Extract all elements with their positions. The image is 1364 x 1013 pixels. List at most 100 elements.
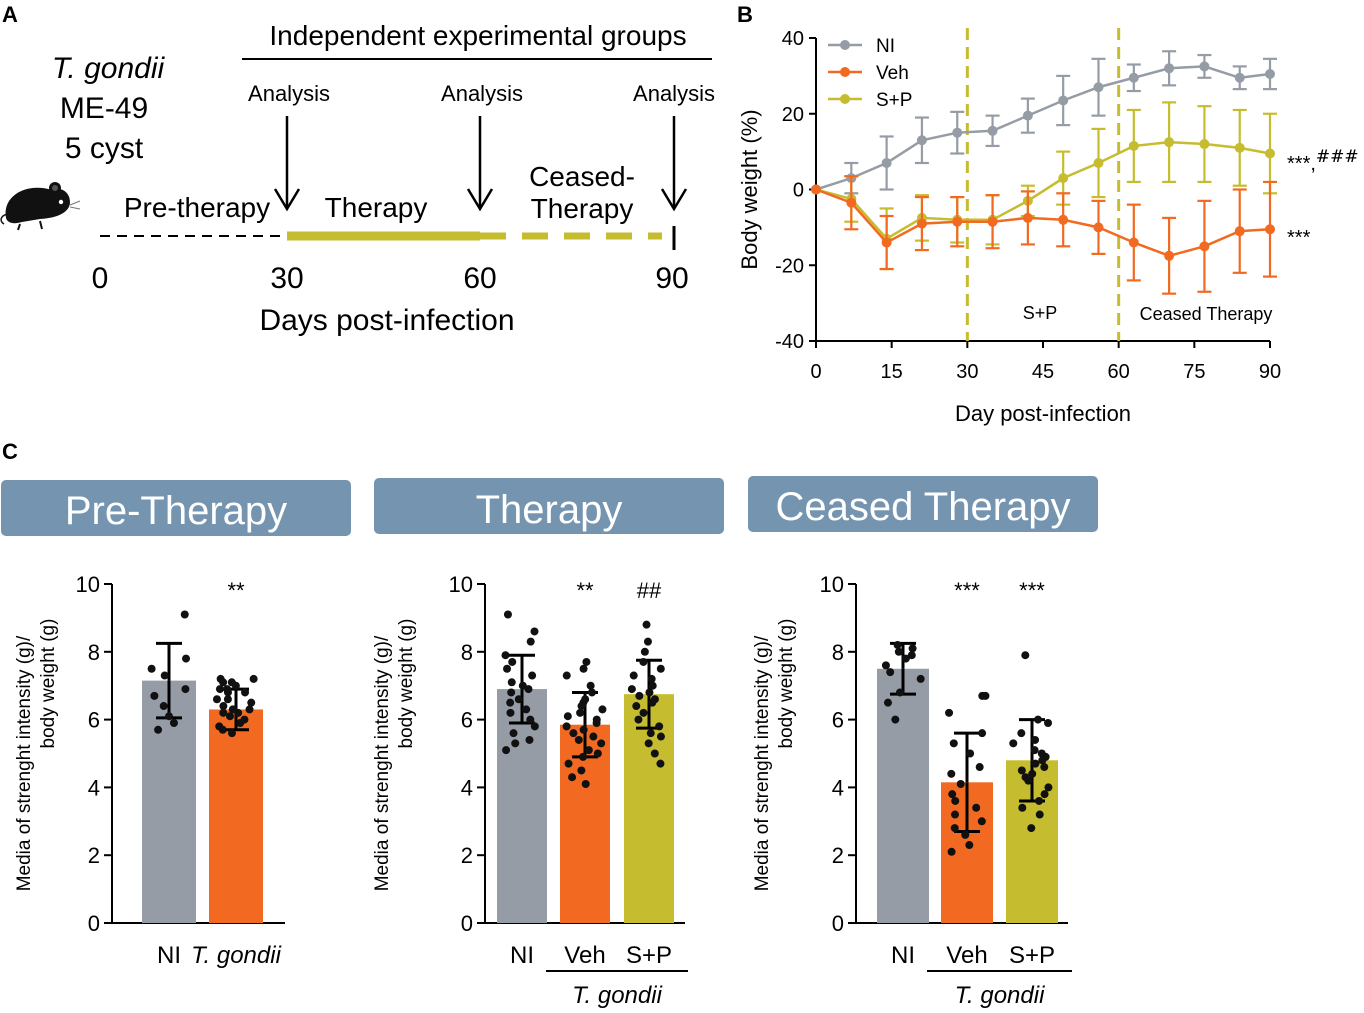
x-tick-label: 75 xyxy=(1183,361,1205,383)
day-tick-90: 90 xyxy=(655,262,688,295)
data-point xyxy=(568,773,577,782)
category-label: NI xyxy=(157,942,181,969)
data-point xyxy=(1164,137,1175,148)
analysis-label-30: Analysis xyxy=(248,81,330,106)
data-point xyxy=(656,759,665,768)
data-point xyxy=(506,698,515,707)
signif-veh: *** xyxy=(1287,227,1311,249)
y-axis-title-line1: Media of strenght intensity (g)/ xyxy=(752,635,773,891)
data-point xyxy=(564,759,573,768)
data-point xyxy=(587,688,596,697)
data-point xyxy=(181,685,190,694)
y-tick-label: 8 xyxy=(88,640,100,665)
data-point xyxy=(635,691,644,700)
data-point xyxy=(881,661,890,670)
y-tick-label: 0 xyxy=(832,911,844,936)
category-label: S+P xyxy=(626,942,672,969)
data-point xyxy=(503,664,512,673)
data-point xyxy=(154,725,163,734)
data-point xyxy=(916,218,927,229)
data-point xyxy=(579,752,588,761)
data-point xyxy=(503,610,512,619)
y-tick-label: -40 xyxy=(775,331,804,353)
x-tick-label: 30 xyxy=(956,361,978,383)
data-point xyxy=(648,681,657,690)
y-tick-label: 4 xyxy=(832,775,844,800)
data-point xyxy=(951,810,960,819)
data-point xyxy=(223,695,232,704)
data-point xyxy=(952,127,963,138)
data-point xyxy=(650,749,659,758)
phase-pre-therapy: Pre-therapy xyxy=(124,192,270,223)
data-point xyxy=(1028,769,1037,778)
data-point xyxy=(894,647,903,656)
signif-sp-sep: , xyxy=(1310,153,1316,175)
data-point xyxy=(627,685,636,694)
data-point xyxy=(159,702,168,711)
data-point xyxy=(945,708,954,717)
data-point xyxy=(562,671,571,680)
data-point xyxy=(947,847,956,856)
data-point xyxy=(1058,173,1069,184)
data-point xyxy=(639,708,648,717)
data-point xyxy=(215,685,224,694)
analysis-arrow-30 xyxy=(273,116,301,212)
data-point xyxy=(1024,776,1033,785)
series-veh xyxy=(811,175,1277,295)
data-point xyxy=(1033,715,1042,724)
series-sp xyxy=(811,101,1277,271)
data-point xyxy=(576,708,585,717)
data-point xyxy=(907,651,916,660)
data-point xyxy=(219,708,228,717)
data-point xyxy=(234,708,243,717)
data-point xyxy=(1021,651,1030,660)
data-point xyxy=(1265,224,1275,235)
data-point xyxy=(655,722,664,731)
data-point xyxy=(1199,241,1210,252)
legend-marker xyxy=(840,40,850,50)
data-point xyxy=(530,627,539,636)
bar-tgondii xyxy=(209,709,263,923)
y-tick-label: 40 xyxy=(782,28,804,50)
data-point xyxy=(1017,766,1026,775)
data-point xyxy=(241,688,250,697)
data-point xyxy=(225,712,234,721)
y-tick-label: 4 xyxy=(461,775,473,800)
data-point xyxy=(579,664,588,673)
significance-label: ** xyxy=(576,578,594,603)
data-point xyxy=(901,654,910,663)
data-point xyxy=(949,739,958,748)
series-line xyxy=(815,140,1271,241)
bar-ni xyxy=(142,680,196,923)
data-point xyxy=(526,637,535,646)
data-point xyxy=(656,664,665,673)
legend-label: S+P xyxy=(876,90,912,111)
data-point xyxy=(586,681,595,690)
data-point xyxy=(227,729,236,738)
day-tick-30: 30 xyxy=(270,262,303,295)
data-point xyxy=(182,654,191,663)
banner-ceased-therapy-label: Ceased Therapy xyxy=(776,485,1071,529)
data-point xyxy=(584,746,593,755)
data-point xyxy=(951,796,960,805)
data-point xyxy=(581,780,590,789)
data-point xyxy=(1234,142,1245,153)
data-point xyxy=(597,739,606,748)
x-tick-label: 90 xyxy=(1259,361,1281,383)
data-point xyxy=(231,681,240,690)
data-point xyxy=(881,237,892,248)
data-point xyxy=(632,702,641,711)
data-point xyxy=(526,715,535,724)
data-point xyxy=(507,678,516,687)
data-point xyxy=(1044,783,1053,792)
data-point xyxy=(1030,746,1039,755)
data-point xyxy=(645,688,654,697)
data-point xyxy=(965,841,974,850)
phase-ceased-line1: Ceased- xyxy=(529,161,635,192)
data-point xyxy=(629,671,638,680)
data-point xyxy=(245,705,254,714)
data-point xyxy=(160,671,169,680)
data-point xyxy=(1031,735,1040,744)
timeline-header: Independent experimental groups xyxy=(269,20,686,51)
